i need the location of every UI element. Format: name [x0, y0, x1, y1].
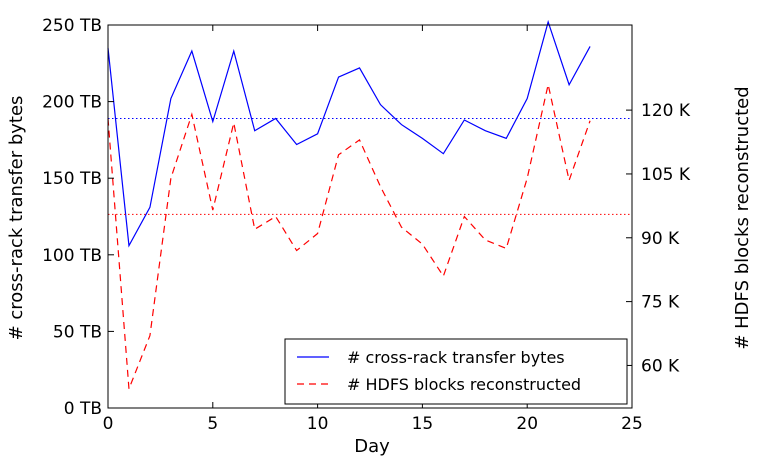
- left-tick-label: 50 TB: [53, 322, 102, 342]
- left-tick-label: 200 TB: [42, 93, 102, 113]
- legend: # cross-rack transfer bytes # HDFS block…: [284, 338, 628, 405]
- right-tick-label: 105 K: [641, 165, 691, 185]
- left-tick-label: 150 TB: [42, 169, 102, 189]
- x-tick-label: 15: [412, 414, 434, 434]
- left-tick-label: 100 TB: [42, 246, 102, 266]
- right-axis-title: # HDFS blocks reconstructed: [732, 86, 753, 349]
- left-tick-label: 250 TB: [42, 16, 102, 36]
- legend-label-blocks: # HDFS blocks reconstructed: [347, 375, 581, 394]
- series-line-blocks: [107, 84, 591, 390]
- x-tick-label: 10: [307, 414, 329, 434]
- x-tick-label: 20: [516, 414, 538, 434]
- x-tick-label: 5: [207, 414, 218, 434]
- right-tick-label: 90 K: [641, 229, 680, 249]
- x-tick-label: 25: [621, 414, 643, 434]
- legend-label-bytes: # cross-rack transfer bytes: [347, 348, 565, 367]
- right-tick-label: 120 K: [641, 101, 691, 121]
- series-line-bytes: [107, 19, 591, 248]
- left-tick-label: 0 TB: [64, 399, 102, 419]
- plot-frame: [107, 24, 633, 409]
- right-tick-label: 60 K: [641, 356, 680, 376]
- left-axis-title: # cross-rack transfer bytes: [6, 96, 27, 341]
- x-axis-title: Day: [354, 436, 390, 457]
- right-tick-label: 75 K: [641, 293, 680, 313]
- legend-box: [284, 338, 628, 405]
- plot-area: [107, 19, 632, 390]
- x-tick-label: 0: [103, 414, 114, 434]
